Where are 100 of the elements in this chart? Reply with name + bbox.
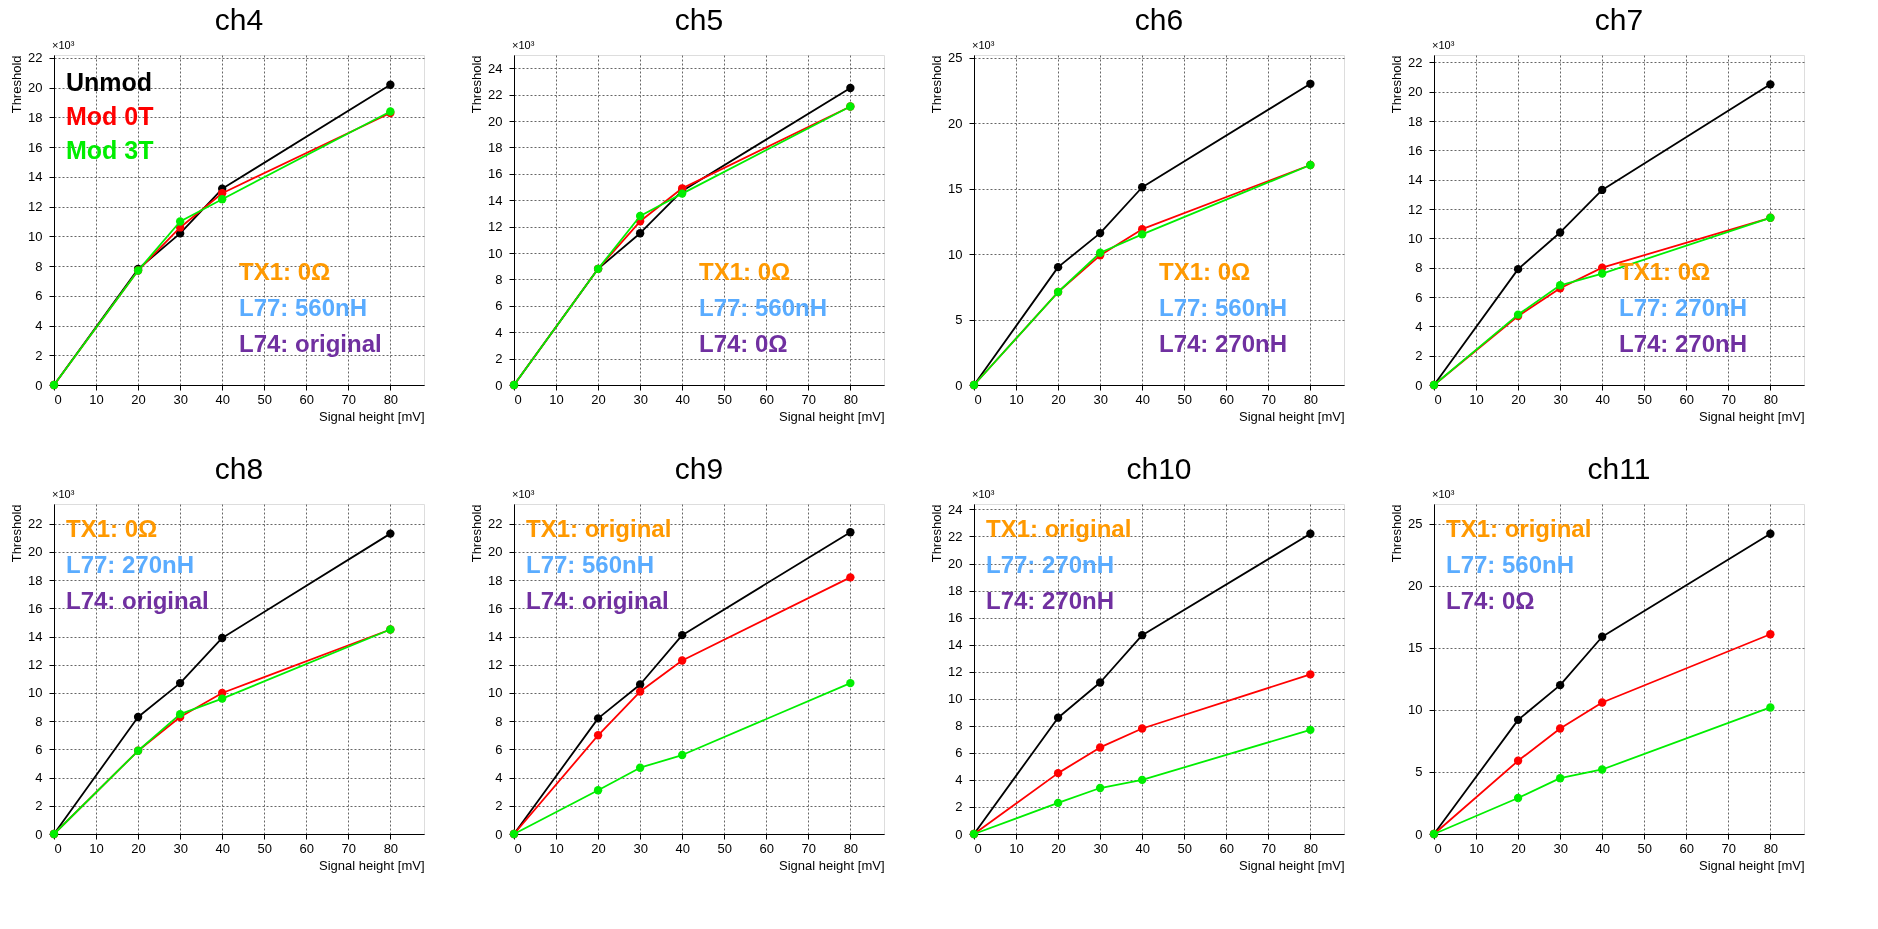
y-tick-label: 6 xyxy=(495,298,503,314)
y-tick-label: 0 xyxy=(35,826,43,842)
x-tick-label: 60 xyxy=(759,840,775,856)
y-tick-label: 4 xyxy=(495,770,503,786)
y-tick-label: 2 xyxy=(495,351,503,367)
annotation: L74: 270nH xyxy=(986,587,1115,614)
annotation: L74: original xyxy=(66,587,209,614)
x-tick-label: 20 xyxy=(1511,391,1526,407)
y-tick-label: 14 xyxy=(488,629,503,645)
y-tick-label: 24 xyxy=(948,501,963,517)
text: ×10³ xyxy=(52,39,75,51)
y-tick-label: 20 xyxy=(948,556,963,572)
y-tick-label: 16 xyxy=(1408,142,1423,158)
text: Mod 3T xyxy=(66,136,154,164)
y-tick-label: 20 xyxy=(488,113,503,129)
text: Unmod xyxy=(66,68,153,96)
annotation: TX1: 0Ω xyxy=(699,257,791,285)
x-tick-label: 0 xyxy=(54,840,62,856)
y-tick-label: 16 xyxy=(28,139,43,155)
x-tick-label: 60 xyxy=(1219,391,1235,407)
y-tick-label: 20 xyxy=(1408,84,1423,100)
x-tick-label: 40 xyxy=(675,391,690,407)
y-tick-label: 12 xyxy=(488,219,503,235)
x-tick-label: 30 xyxy=(1553,391,1568,407)
x-axis-title: Signal height [mV] xyxy=(318,408,425,424)
y-tick-label: 10 xyxy=(1408,230,1423,246)
x-tick-label: 30 xyxy=(1093,840,1108,856)
annotation: TX1: 0Ω xyxy=(1619,257,1711,285)
x-tick-label: 20 xyxy=(1511,840,1526,856)
x-tick-label: 60 xyxy=(1679,840,1695,856)
annotation: L77: 270nH xyxy=(1619,293,1748,321)
y-tick-label: 14 xyxy=(948,637,963,653)
y-tick-label: 10 xyxy=(948,691,963,707)
x-tick-label: 40 xyxy=(215,391,230,407)
x-tick-label: 80 xyxy=(843,840,859,856)
y-tick-label: 10 xyxy=(948,246,963,262)
x-tick-label: 80 xyxy=(843,391,859,407)
x-tick-label: 70 xyxy=(1721,840,1737,856)
y-tick-label: 20 xyxy=(488,544,503,560)
x-tick-label: 50 xyxy=(717,840,732,856)
y-tick-label: 8 xyxy=(955,718,963,734)
y-tick-label: 12 xyxy=(1408,201,1423,217)
y-tick-label: 18 xyxy=(28,109,43,125)
y-tick-label: 0 xyxy=(1415,377,1423,393)
x-tick-label: 70 xyxy=(801,840,817,856)
y-tick-label: 22 xyxy=(28,50,43,66)
y-tick-label: 8 xyxy=(495,713,503,729)
x-tick-label: 10 xyxy=(1009,840,1024,856)
y-tick-label: 14 xyxy=(28,629,43,645)
y-axis-title: Threshold xyxy=(929,55,945,114)
y-tick-label: 8 xyxy=(495,271,503,287)
x-tick-label: 30 xyxy=(173,391,188,407)
x-tick-label: 0 xyxy=(514,840,522,856)
x-axis-title: Signal height [mV] xyxy=(778,857,885,873)
y-tick-label: 6 xyxy=(955,745,963,761)
y-tick-label: 0 xyxy=(495,826,503,842)
y-tick-label: 18 xyxy=(1408,113,1423,129)
x-tick-label: 30 xyxy=(633,391,648,407)
y-tick-label: 4 xyxy=(35,770,43,786)
y-tick-label: 0 xyxy=(35,377,43,393)
y-tick-label: 12 xyxy=(488,657,503,673)
y-tick-label: 8 xyxy=(35,713,43,729)
x-tick-label: 40 xyxy=(215,840,230,856)
y-tick-label: 24 xyxy=(488,60,503,76)
x-tick-label: 50 xyxy=(1637,391,1652,407)
y-tick-label: 10 xyxy=(28,685,43,701)
y-tick-label: 4 xyxy=(495,324,503,340)
x-tick-label: 70 xyxy=(1721,391,1737,407)
y-axis-title: Threshold xyxy=(9,504,25,563)
y-tick-label: 6 xyxy=(1415,289,1423,305)
y-tick-label: 2 xyxy=(955,799,963,815)
y-tick-label: 20 xyxy=(28,544,43,560)
x-tick-label: 0 xyxy=(54,391,62,407)
y-tick-label: 2 xyxy=(495,798,503,814)
y-tick-label: 0 xyxy=(495,377,503,393)
annotation: L77: 560nH xyxy=(699,293,828,321)
y-tick-label: 14 xyxy=(28,169,43,185)
annotation: L74: original xyxy=(239,329,382,357)
x-tick-label: 80 xyxy=(1763,391,1779,407)
x-tick-label: 40 xyxy=(1135,391,1150,407)
x-tick-label: 70 xyxy=(341,391,357,407)
x-tick-label: 0 xyxy=(1434,840,1442,856)
x-axis-title: Signal height [mV] xyxy=(1238,857,1345,873)
y-tick-label: 16 xyxy=(948,610,963,626)
y-tick-label: 6 xyxy=(35,288,43,304)
y-tick-label: 20 xyxy=(948,115,963,131)
x-tick-label: 50 xyxy=(717,391,732,407)
x-tick-label: 10 xyxy=(1009,391,1024,407)
y-axis-title: Threshold xyxy=(929,504,945,563)
x-tick-label: 60 xyxy=(759,391,775,407)
x-tick-label: 70 xyxy=(1261,840,1277,856)
annotation: L74: 0Ω xyxy=(1446,587,1535,614)
y-tick-label: 10 xyxy=(488,685,503,701)
x-axis-title: Signal height [mV] xyxy=(1238,408,1345,424)
y-tick-label: 14 xyxy=(1408,172,1423,188)
x-tick-label: 50 xyxy=(257,391,272,407)
x-tick-label: 20 xyxy=(131,391,146,407)
text: ×10³ xyxy=(1432,39,1455,51)
annotation: L77: 270nH xyxy=(986,551,1115,578)
y-tick-label: 18 xyxy=(28,572,43,588)
